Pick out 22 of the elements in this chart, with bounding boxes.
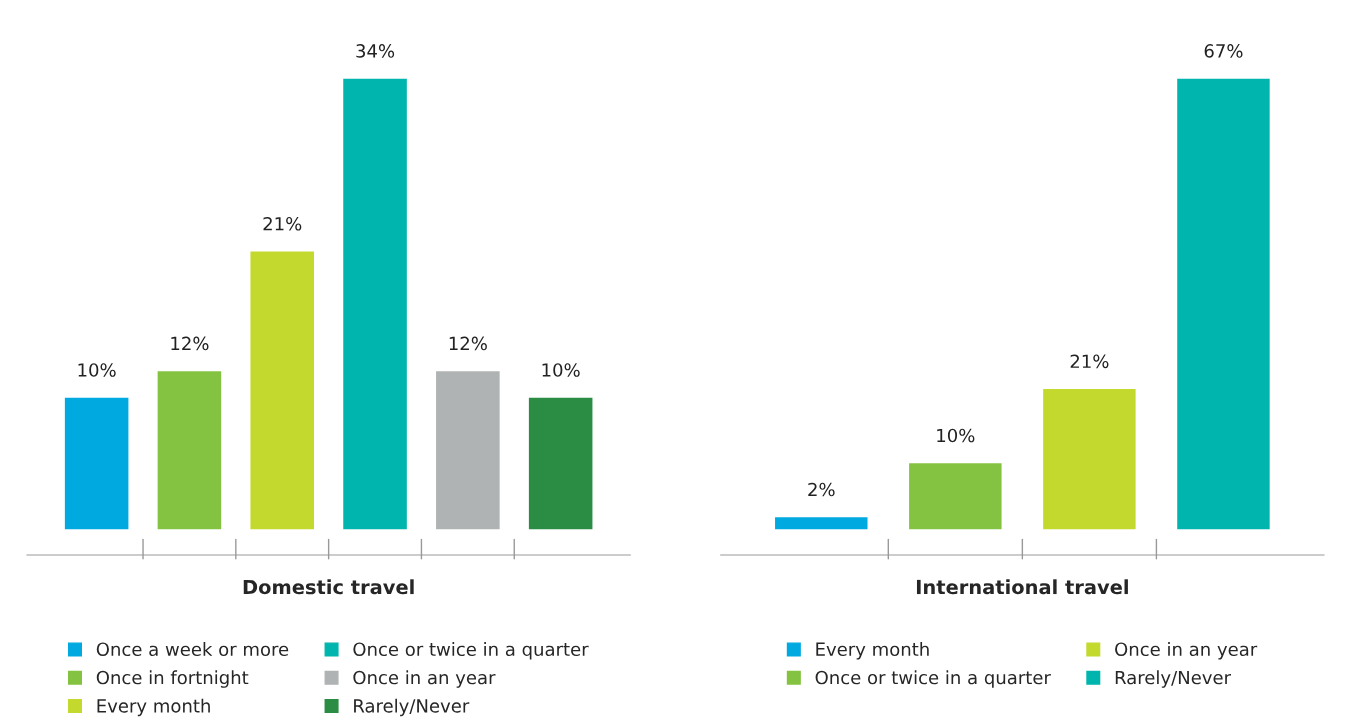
- legend-label: Every month: [816, 642, 929, 660]
- data-label: 2%: [808, 482, 835, 497]
- legend-label: Once in fortnight: [96, 670, 249, 688]
- legend-label: Once or twice in a quarter: [815, 670, 1051, 688]
- data-label: 10%: [937, 428, 975, 443]
- data-label: 12%: [449, 336, 487, 351]
- data-label: 10%: [78, 363, 116, 377]
- data-label: 10%: [542, 363, 580, 377]
- data-label: 67%: [1204, 44, 1243, 58]
- legend-label: Once in an year: [353, 670, 496, 688]
- data-label: 34%: [356, 44, 395, 58]
- data-label: 21%: [263, 216, 302, 231]
- x-axis-title: Domestic travel: [243, 579, 414, 595]
- legend-label: Once or twice in a quarter: [353, 642, 589, 660]
- x-axis-title: International travel: [916, 579, 1128, 595]
- data-label: 21%: [1070, 354, 1109, 369]
- legend-label: Once a week or more: [96, 642, 289, 657]
- legend-label: Rarely/Never: [354, 698, 470, 717]
- legend-label: Every month: [97, 698, 210, 717]
- legend-label: Rarely/Never: [1115, 670, 1232, 688]
- legend-label: Once in an year: [1115, 642, 1258, 660]
- data-label: 12%: [171, 336, 209, 351]
